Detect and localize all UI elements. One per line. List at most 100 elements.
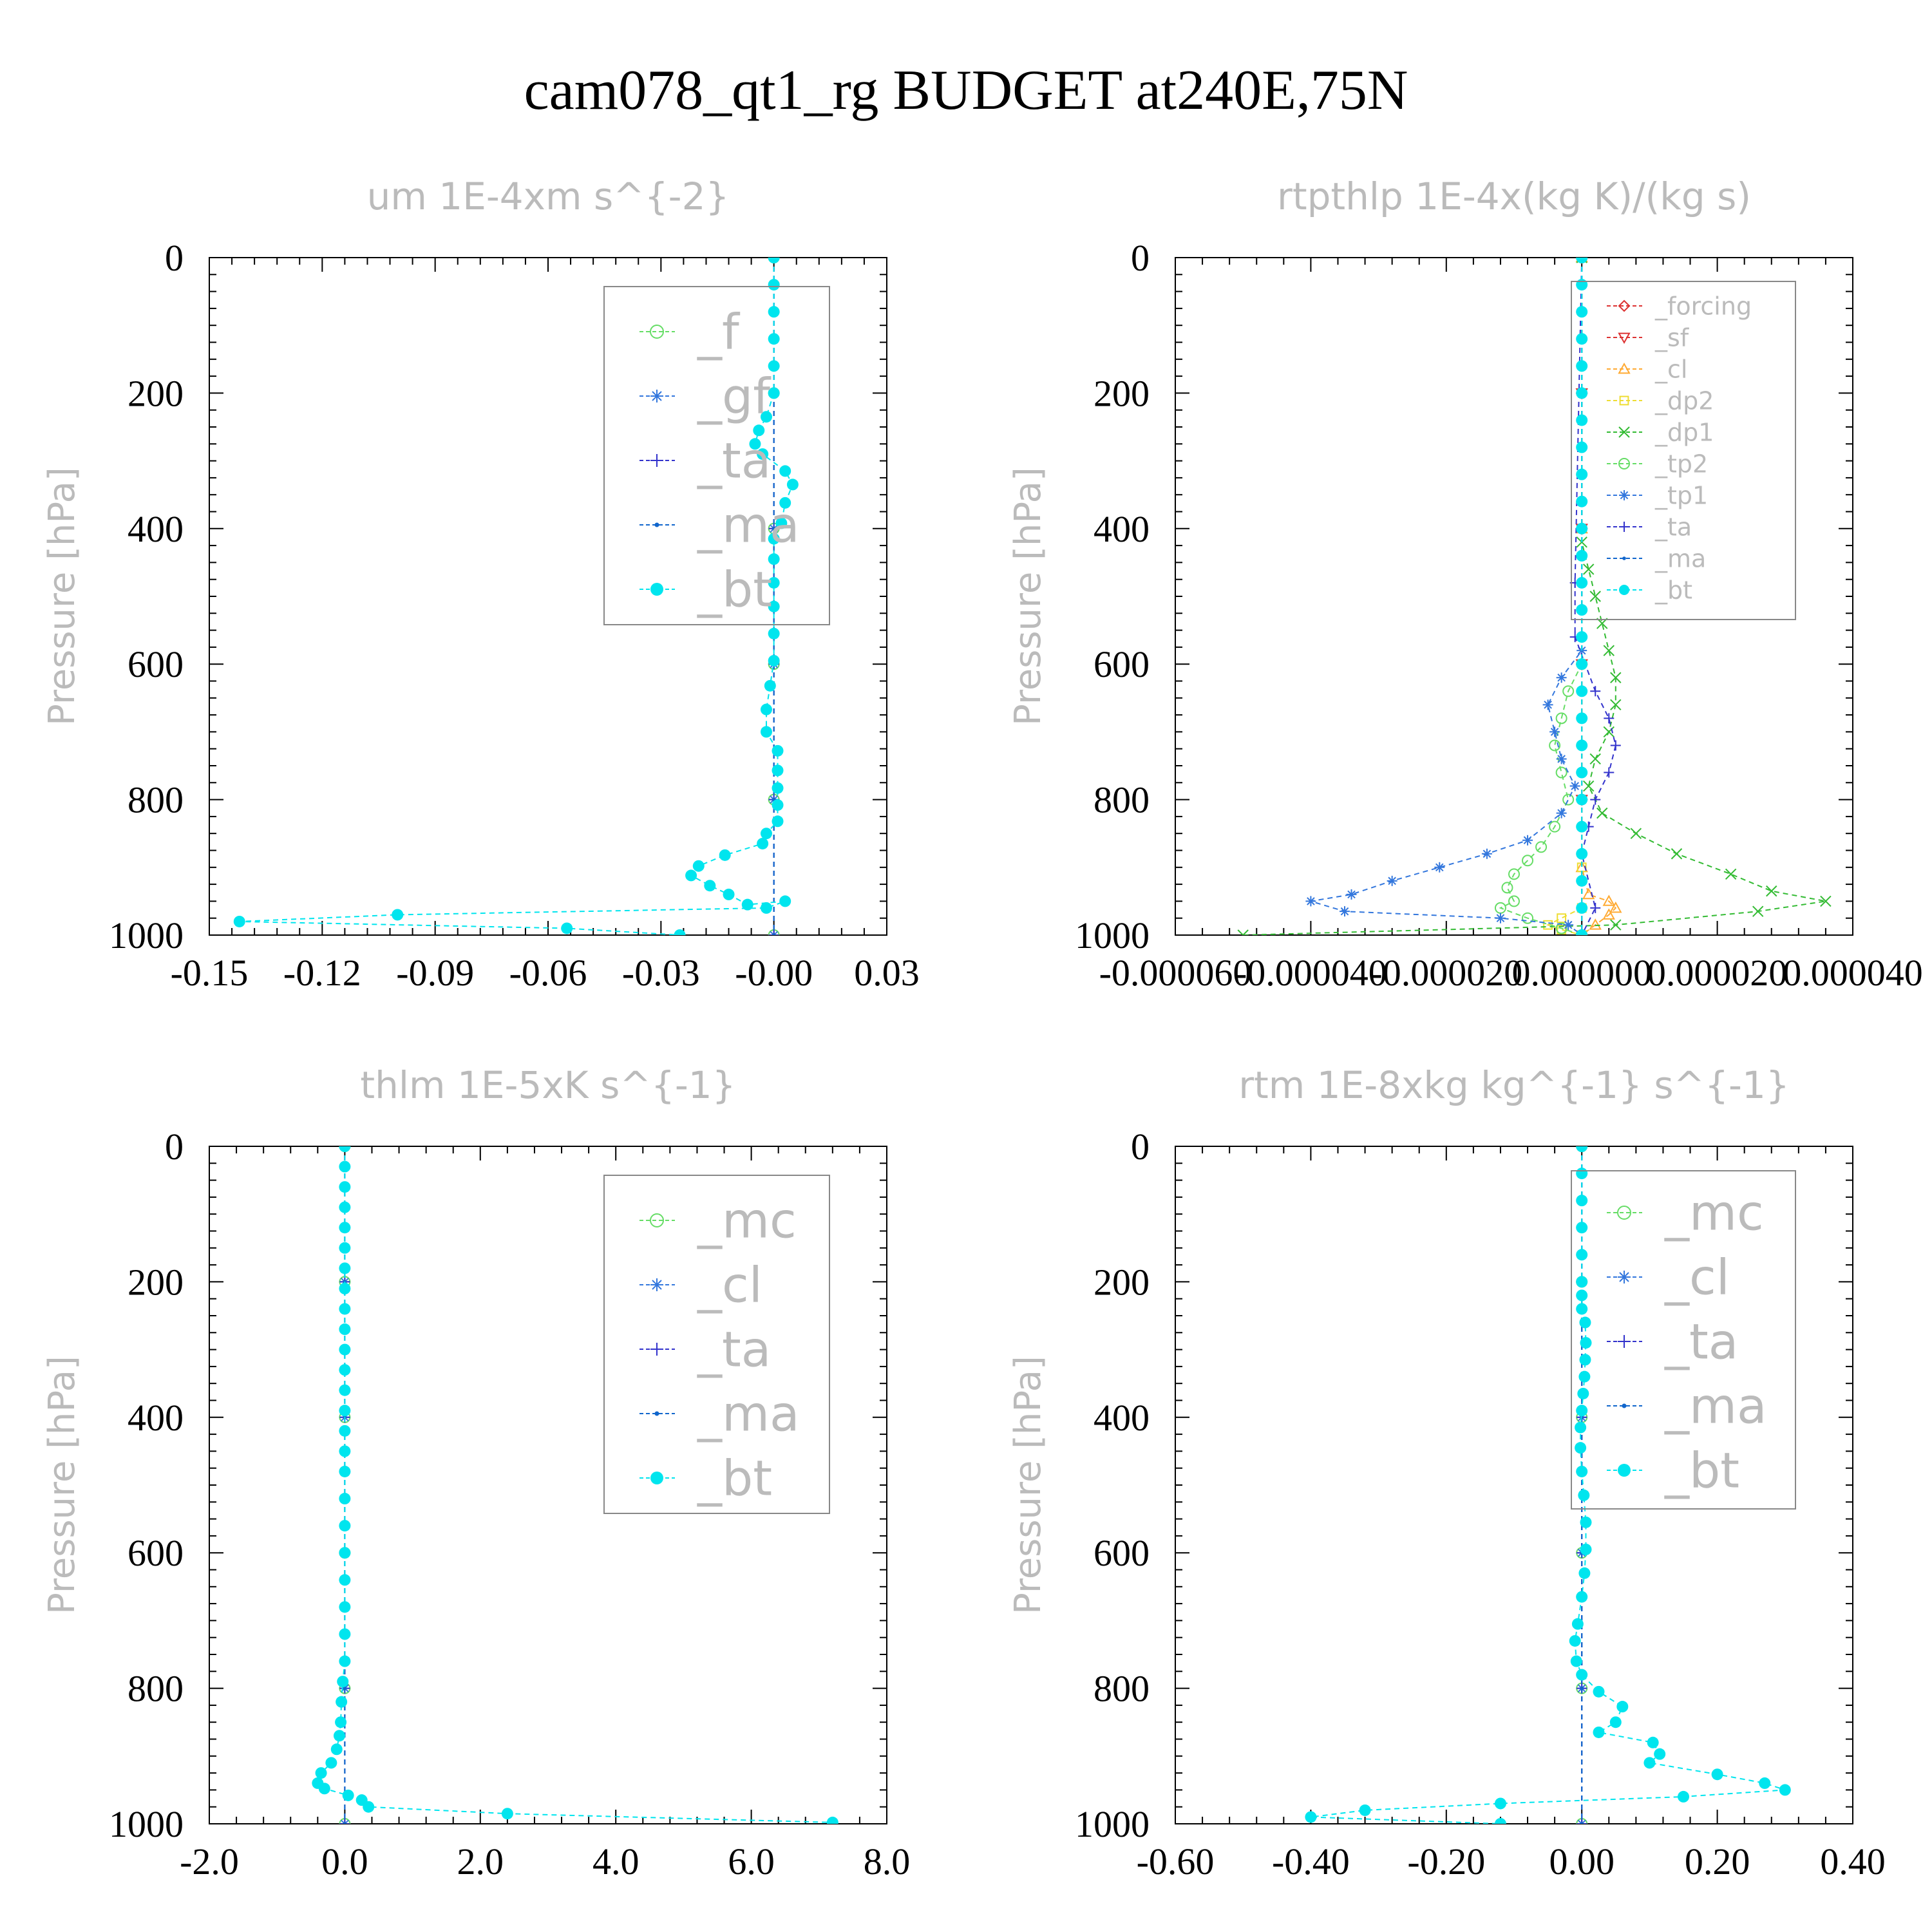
plot-frame xyxy=(1175,1146,1853,1824)
data-point-bt xyxy=(325,1757,337,1769)
data-point-bt xyxy=(753,424,765,437)
data-point-bt xyxy=(768,306,780,318)
data-point-bt xyxy=(1576,739,1588,752)
y-axis-label: Pressure [hPa] xyxy=(41,467,83,726)
data-point-bt xyxy=(1576,1405,1588,1417)
data-point-ma xyxy=(1580,1686,1584,1690)
data-point-dp1 xyxy=(1603,726,1615,738)
y-tick-label: 800 xyxy=(128,1668,184,1710)
y-tick-label: 400 xyxy=(1094,1397,1150,1439)
data-point-bt xyxy=(1654,1748,1666,1760)
data-point-bt xyxy=(1576,848,1588,860)
series-group xyxy=(1305,1146,1791,1824)
data-point-tp1 xyxy=(1569,781,1580,791)
data-point-bt xyxy=(1570,1655,1582,1667)
data-point-bt xyxy=(1575,1421,1587,1434)
y-tick-label: 1000 xyxy=(109,914,184,956)
data-point-bt xyxy=(723,888,735,900)
legend-label: _f xyxy=(697,303,741,361)
data-point-bt xyxy=(1678,1790,1689,1803)
data-point-bt xyxy=(1593,1726,1605,1738)
y-axis-label: Pressure [hPa] xyxy=(1007,1356,1049,1615)
data-point-tp2 xyxy=(1508,868,1520,880)
legend-label: _ma xyxy=(1654,544,1706,573)
data-point-ma xyxy=(772,933,776,935)
data-point-bt xyxy=(768,360,780,372)
data-point-bt xyxy=(1576,631,1588,643)
data-point-bt xyxy=(786,478,799,491)
legend-box xyxy=(603,286,830,625)
data-point-bt xyxy=(315,1767,327,1779)
x-tick-label: -0.12 xyxy=(283,952,361,994)
series-group xyxy=(312,1146,838,1824)
data-point-bt xyxy=(1579,1354,1591,1366)
data-point-bt xyxy=(1576,685,1588,697)
data-point-bt xyxy=(1576,1222,1588,1234)
figure-title: cam078_qt1_rg BUDGET at240E,75N xyxy=(524,59,1408,122)
data-point-tp1 xyxy=(1563,920,1574,931)
legend-marker xyxy=(650,325,664,339)
legend-marker xyxy=(650,454,663,467)
y-tick-label: 600 xyxy=(1094,1532,1150,1574)
x-tick-label: -0.60 xyxy=(1137,1841,1215,1882)
y-tick-label: 200 xyxy=(128,1261,184,1303)
data-point-bt xyxy=(760,902,772,914)
x-tick-label: 0.40 xyxy=(1820,1841,1886,1882)
data-point-bt xyxy=(1577,1387,1589,1399)
data-point-cl xyxy=(1589,918,1602,930)
data-point-bt xyxy=(339,1282,351,1294)
plot-frame xyxy=(209,257,887,936)
data-point-bt xyxy=(779,895,791,907)
data-point-bt xyxy=(1576,902,1588,914)
data-point-tp2 xyxy=(1549,820,1561,833)
data-point-bt xyxy=(1576,793,1588,806)
legend-marker xyxy=(1618,362,1631,374)
x-tick-label: -0.15 xyxy=(171,952,249,994)
data-point-bt xyxy=(339,1323,351,1336)
series-line-tp1 xyxy=(1311,258,1583,935)
y-tick-label: 600 xyxy=(128,1532,184,1574)
legend-label: _tp2 xyxy=(1654,450,1708,478)
data-point-dp1 xyxy=(1671,848,1683,860)
data-point-bt xyxy=(1576,1289,1588,1302)
x-tick-label: 4.0 xyxy=(592,1841,639,1882)
data-point-dp1 xyxy=(1603,645,1615,656)
legend-label: _cl xyxy=(1654,355,1687,383)
data-point-tp1 xyxy=(1305,896,1316,907)
legend-marker xyxy=(1617,1206,1631,1220)
legend-label: _ma xyxy=(697,497,800,554)
data-point-bt xyxy=(336,1696,348,1708)
data-point-ta xyxy=(1590,794,1601,805)
data-point-bt xyxy=(339,1343,351,1356)
data-point-bt xyxy=(342,1789,354,1801)
legend-marker xyxy=(1618,1335,1631,1348)
y-tick-label: 1000 xyxy=(109,1803,184,1845)
legend-label: _dp2 xyxy=(1654,386,1714,415)
legend-marker xyxy=(1619,395,1629,406)
series-line-ta xyxy=(1574,258,1616,935)
data-point-bt xyxy=(1576,387,1588,399)
data-point-bt xyxy=(339,1493,351,1505)
x-tick-label: 8.0 xyxy=(864,1841,911,1882)
data-point-dp1 xyxy=(1630,828,1642,839)
data-point-bt xyxy=(1576,495,1588,507)
data-point-bt xyxy=(1576,1249,1588,1261)
data-point-bt xyxy=(1580,1516,1592,1528)
data-point-bt xyxy=(1576,1465,1588,1477)
legend-label: _gf xyxy=(697,368,772,425)
data-point-bt xyxy=(1576,1195,1588,1207)
data-point-bt xyxy=(1576,333,1588,345)
series-line-dp1 xyxy=(1243,258,1826,935)
legend-marker xyxy=(650,1472,663,1484)
data-point-tp1 xyxy=(1434,862,1445,873)
data-point-bt xyxy=(768,279,780,291)
data-point-bt xyxy=(768,576,780,589)
data-point-tp2 xyxy=(1535,841,1548,853)
data-point-bt xyxy=(1571,1618,1584,1630)
legend-marker xyxy=(1622,556,1626,560)
data-point-bt xyxy=(772,764,784,777)
y-tick-label: 400 xyxy=(1094,508,1150,550)
data-point-cl xyxy=(1602,895,1615,906)
data-point-dp1 xyxy=(1596,807,1608,819)
data-point-tp1 xyxy=(1346,889,1357,900)
